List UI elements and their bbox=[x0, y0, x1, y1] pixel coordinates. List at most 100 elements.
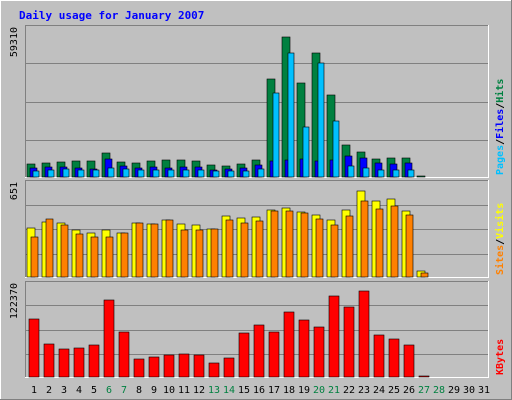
bar-pages-day-4 bbox=[77, 169, 85, 178]
bar-pages-day-12 bbox=[197, 169, 205, 178]
day-label-24: 24 bbox=[373, 385, 385, 396]
legend-entry-visits: Visits bbox=[494, 203, 506, 239]
day-label-16: 16 bbox=[253, 385, 265, 396]
bar-kbytes-day-9 bbox=[148, 356, 160, 378]
bar-sites-day-24 bbox=[375, 208, 384, 278]
chart-panels: 59310Pages/Files/Hits651Sites/Visits1223… bbox=[9, 25, 506, 378]
bar-pages-day-19 bbox=[302, 126, 310, 178]
day-label-23: 23 bbox=[358, 385, 370, 396]
bar-kbytes-day-25 bbox=[388, 338, 400, 378]
bar-sites-day-19 bbox=[300, 212, 309, 278]
day-label-25: 25 bbox=[388, 385, 400, 396]
bar-pages-day-6 bbox=[107, 167, 115, 178]
bar-kbytes-day-6 bbox=[103, 299, 115, 378]
bar-pages-day-11 bbox=[182, 169, 190, 178]
bar-sites-day-2 bbox=[45, 218, 54, 278]
day-label-15: 15 bbox=[238, 385, 250, 396]
bar-kbytes-day-16 bbox=[253, 324, 265, 378]
day-label-7: 7 bbox=[121, 385, 127, 396]
bar-sites-day-10 bbox=[165, 219, 174, 278]
day-label-10: 10 bbox=[163, 385, 175, 396]
bar-pages-day-2 bbox=[47, 169, 55, 178]
bar-pages-day-10 bbox=[167, 169, 175, 178]
bar-kbytes-day-24 bbox=[373, 334, 385, 378]
bar-sites-day-4 bbox=[75, 233, 84, 278]
bar-pages-day-16 bbox=[257, 168, 265, 178]
bar-kbytes-day-20 bbox=[313, 326, 325, 378]
bar-sites-day-23 bbox=[360, 200, 369, 278]
legend-entry-sites: Sites bbox=[494, 245, 506, 275]
bar-sites-day-26 bbox=[405, 214, 414, 278]
bar-pages-day-20 bbox=[317, 62, 325, 178]
day-label-13: 13 bbox=[208, 385, 220, 396]
day-label-30: 30 bbox=[463, 385, 475, 396]
day-label-29: 29 bbox=[448, 385, 460, 396]
day-label-20: 20 bbox=[313, 385, 325, 396]
day-label-2: 2 bbox=[46, 385, 52, 396]
bar-sites-day-25 bbox=[390, 205, 399, 278]
bar-pages-day-15 bbox=[242, 170, 250, 178]
bar-pages-day-1 bbox=[32, 170, 40, 178]
bar-kbytes-day-12 bbox=[193, 354, 205, 378]
bar-sites-day-14 bbox=[225, 219, 234, 278]
bar-pages-day-22 bbox=[347, 165, 355, 178]
bar-kbytes-day-27 bbox=[418, 375, 430, 378]
bar-sites-day-8 bbox=[135, 222, 144, 278]
day-label-27: 27 bbox=[418, 385, 430, 396]
bar-kbytes-day-13 bbox=[208, 362, 220, 378]
bar-sites-day-21 bbox=[330, 224, 339, 278]
legend-entry-hits: Hits bbox=[494, 79, 506, 103]
panel-hits-files-pages-area bbox=[25, 25, 489, 178]
bar-sites-day-6 bbox=[105, 236, 114, 278]
day-label-26: 26 bbox=[403, 385, 415, 396]
bar-pages-day-25 bbox=[392, 169, 400, 178]
bar-kbytes-day-26 bbox=[403, 344, 415, 378]
day-label-31: 31 bbox=[478, 385, 490, 396]
panel-visits-sites-ymax-label: 651 bbox=[9, 182, 20, 200]
bar-kbytes-day-5 bbox=[88, 344, 100, 378]
bar-pages-day-24 bbox=[377, 169, 385, 178]
day-label-5: 5 bbox=[91, 385, 97, 396]
bar-kbytes-day-23 bbox=[358, 290, 370, 378]
day-label-28: 28 bbox=[433, 385, 445, 396]
bar-pages-day-5 bbox=[92, 169, 100, 178]
bar-sites-day-7 bbox=[120, 232, 129, 278]
bar-sites-day-15 bbox=[240, 222, 249, 278]
bar-kbytes-day-15 bbox=[238, 332, 250, 378]
day-label-4: 4 bbox=[76, 385, 82, 396]
bar-pages-day-9 bbox=[152, 169, 160, 178]
bar-sites-day-12 bbox=[195, 229, 204, 278]
bar-kbytes-day-8 bbox=[133, 358, 145, 378]
day-label-11: 11 bbox=[178, 385, 190, 396]
panel-visits-sites-legend: Sites/Visits bbox=[494, 203, 506, 275]
bar-kbytes-day-17 bbox=[268, 331, 280, 378]
panel-kbytes-legend: KBytes bbox=[495, 339, 506, 375]
bar-kbytes-day-18 bbox=[283, 311, 295, 378]
panel-hits-files-pages-ymax-label: 59310 bbox=[9, 27, 20, 57]
bar-sites-day-16 bbox=[255, 220, 264, 278]
bar-kbytes-day-19 bbox=[298, 319, 310, 378]
legend-entry-kbytes: KBytes bbox=[495, 339, 506, 375]
bar-kbytes-day-14 bbox=[223, 357, 235, 378]
day-label-8: 8 bbox=[136, 385, 142, 396]
bar-sites-day-22 bbox=[345, 215, 354, 278]
bar-pages-day-7 bbox=[122, 168, 130, 178]
legend-separator: / bbox=[495, 103, 506, 109]
day-label-6: 6 bbox=[106, 385, 112, 396]
bar-hits-day-27 bbox=[416, 175, 426, 178]
bar-kbytes-day-11 bbox=[178, 353, 190, 378]
bar-pages-day-13 bbox=[212, 170, 220, 178]
bar-pages-day-18 bbox=[287, 52, 295, 178]
bar-kbytes-day-21 bbox=[328, 295, 340, 378]
bar-pages-day-3 bbox=[62, 168, 70, 178]
bar-pages-day-17 bbox=[272, 92, 280, 178]
chart-title: Daily usage for January 2007 bbox=[19, 9, 204, 22]
bar-sites-day-11 bbox=[180, 229, 189, 278]
bar-kbytes-day-7 bbox=[118, 331, 130, 378]
bar-sites-day-3 bbox=[60, 224, 69, 278]
day-label-21: 21 bbox=[328, 385, 340, 396]
bar-sites-day-1 bbox=[30, 236, 39, 278]
bar-pages-day-26 bbox=[407, 169, 415, 178]
legend-separator: / bbox=[495, 239, 506, 245]
